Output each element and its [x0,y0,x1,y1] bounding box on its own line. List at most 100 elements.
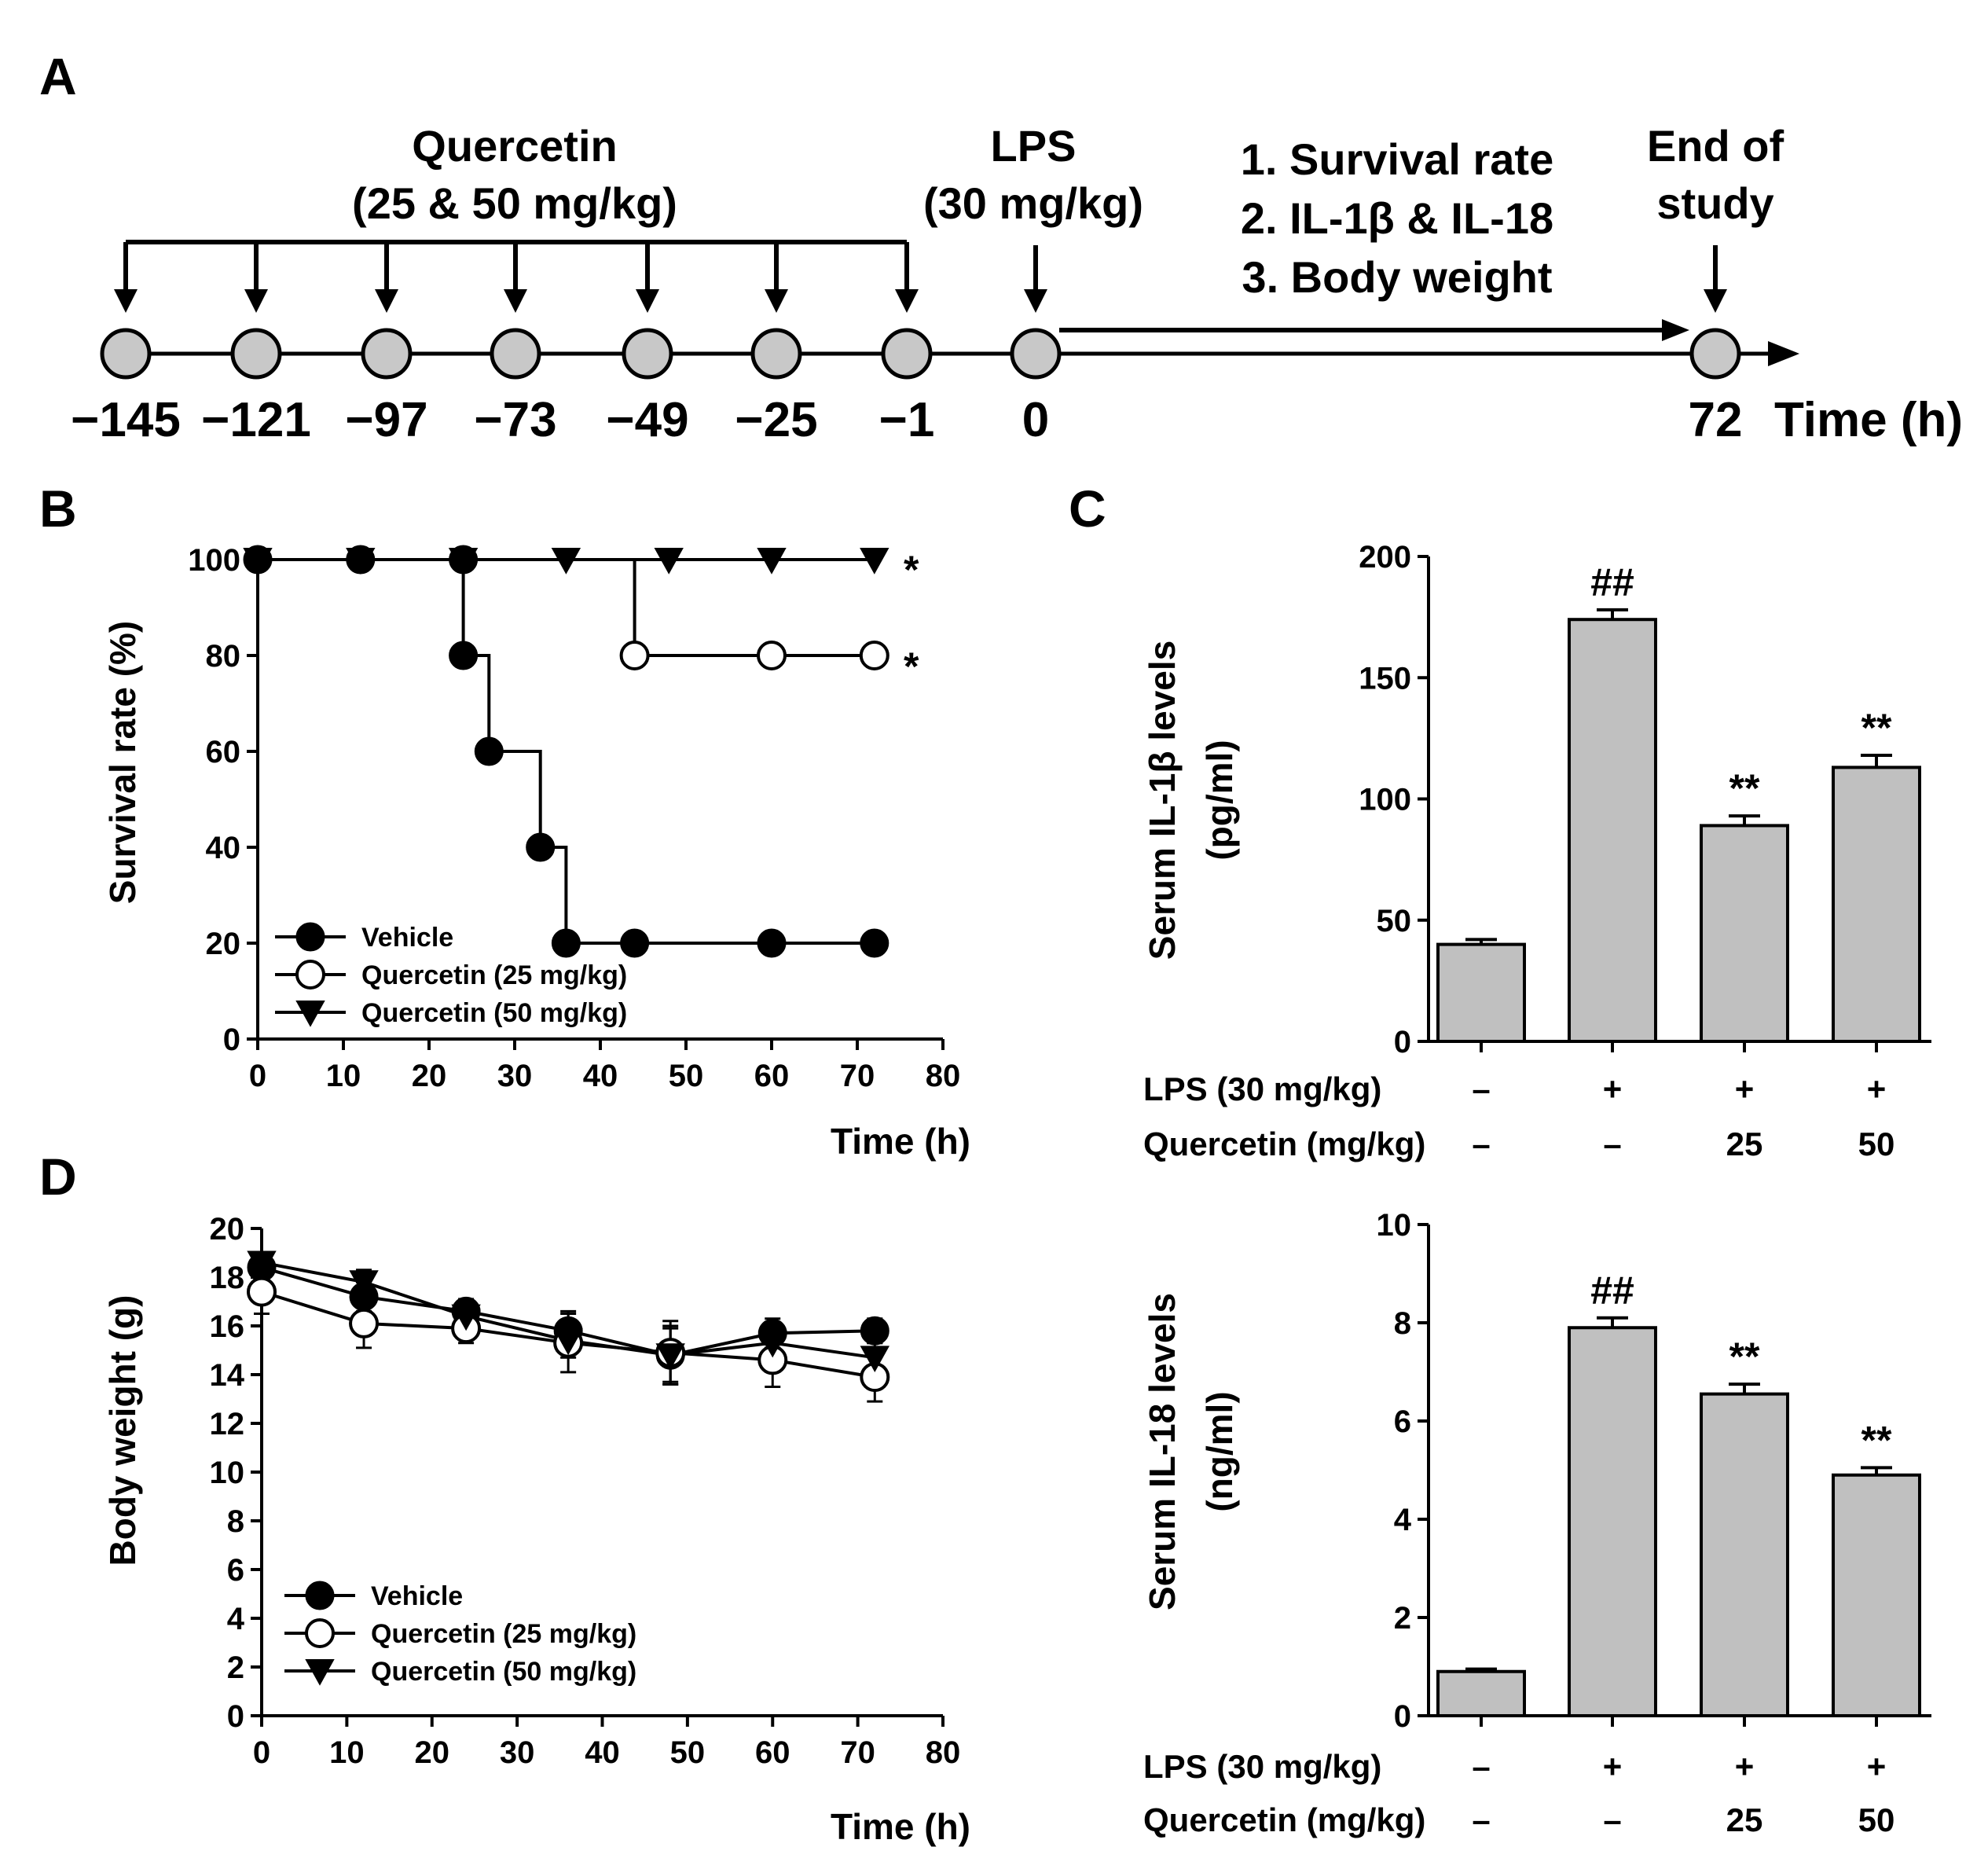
observation-arrow-head [1662,319,1689,341]
panel-letter-d: D [39,1147,77,1206]
timeline-node [230,328,282,380]
data-point [243,548,273,575]
il1b-y-axis-title-line1: Serum IL-1β levels [1142,641,1183,960]
x-tick-label: 60 [754,1059,790,1093]
survival-chart: 0 20 40 60 80 100 0 10 20 30 40 50 60 70 80 [188,543,960,1093]
data-point [551,928,581,958]
il18-row-lps-label: LPS (30 mg/kg) [1143,1748,1381,1785]
data-point [474,736,504,766]
data-point [449,641,479,670]
survival-legend-label: Quercetin (50 mg/kg) [361,998,627,1028]
x-tick-label: 40 [585,1735,620,1770]
data-point [247,1276,277,1307]
weight-x-axis-title: Time (h) [831,1806,970,1847]
timeline-node [622,328,673,380]
y-tick-label: 16 [210,1309,245,1344]
timeline-time-label: −145 [71,393,181,447]
quercetin-condition-value: 25 [1726,1125,1763,1162]
timeline-node [1010,328,1062,380]
data-point [551,548,581,575]
il18-condition-table: – – + – +25 +50 [1472,1748,1894,1838]
dose-arrow-head [504,289,527,313]
lps-condition-value: + [1867,1070,1887,1107]
survival-x-axis-title: Time (h) [831,1121,970,1162]
bar [1436,942,1526,1043]
lps-condition-value: + [1603,1070,1623,1107]
weight-legend: Vehicle Quercetin (25 mg/kg) Quercetin (50… [284,1581,636,1687]
dose-arrow-head [895,289,919,313]
timeline-node [1689,328,1741,380]
timeline-graphics: −145 −121 −97 −73 −49 −25 −1 0 72 [71,240,1799,447]
panel-letter-c: C [1069,479,1106,538]
survival-legend-label: Vehicle [361,923,453,953]
significance-label: ** [1729,1335,1760,1379]
timeline-node [361,328,413,380]
il1b-y-axis-title-line2: (pg/ml) [1199,740,1240,860]
y-tick-label: 12 [210,1407,245,1441]
y-tick-label: 200 [1359,540,1411,575]
quercetin-condition-value: 25 [1726,1801,1763,1838]
y-tick-label: 150 [1359,661,1411,696]
significance-label: ** [1729,766,1760,810]
outcome-2: 2. IL-1β & IL-18 [1241,193,1553,243]
y-tick-label: 20 [206,927,241,961]
y-tick-label: 10 [1377,1208,1412,1243]
il1b-row-lps-label: LPS (30 mg/kg) [1143,1070,1381,1107]
outcome-1: 1. Survival rate [1241,134,1553,184]
significance-label: ## [1590,560,1634,604]
dose-arrow-head [765,289,788,313]
weight-legend-label: Quercetin (50 mg/kg) [371,1657,636,1687]
timeline-node [750,328,802,380]
il1b-bar-chart: 0 50 100 150 200 ## ** ** [1359,540,1931,1059]
data-point [526,832,556,862]
quercetin-condition-value: 50 [1858,1801,1895,1838]
lps-dose: (30 mg/kg) [923,178,1143,228]
timeline-node [100,328,152,380]
data-point [553,1328,583,1356]
x-tick-label: 50 [669,1059,704,1093]
timeline-time-label: −97 [345,393,427,447]
quercetin-dose: (25 & 50 mg/kg) [352,178,677,228]
x-tick-label: 60 [755,1735,790,1770]
timeline-node [881,328,933,380]
x-tick-label: 20 [412,1059,447,1093]
y-tick-label: 0 [223,1023,240,1057]
timeline-time-label: 72 [1689,393,1743,447]
x-tick-label: 10 [326,1059,361,1093]
weight-chart: 0 2 4 6 8 10 12 14 16 18 20 0 10 20 30 40 50 60 70 80 [210,1212,961,1770]
end-arrow-head [1704,289,1727,313]
il18-y-axis-title-line1: Serum IL-18 levels [1142,1293,1183,1610]
legend-marker [305,1618,335,1648]
data-point [757,1331,787,1358]
legend-marker [295,1001,325,1027]
quercetin-condition-value: – [1603,1125,1621,1162]
x-tick-label: 0 [249,1059,266,1093]
il1b-row-quercetin-label: Quercetin (mg/kg) [1143,1125,1425,1162]
y-tick-label: 80 [206,639,241,674]
data-point [859,641,889,670]
y-tick-label: 2 [227,1651,244,1685]
timeline-time-label: −25 [735,393,817,447]
legend-marker [295,922,325,952]
y-tick-label: 10 [210,1456,245,1490]
quercetin-condition-value: – [1603,1801,1621,1838]
x-tick-label: 10 [329,1735,365,1770]
end-of-study-line2: study [1656,178,1773,228]
y-tick-label: 6 [1394,1405,1411,1439]
y-tick-label: 100 [1359,783,1411,817]
il18-row-quercetin-label: Quercetin (mg/kg) [1143,1801,1425,1838]
data-point [757,548,787,575]
bar [1832,766,1921,1044]
data-point [654,548,684,575]
y-tick-label: 0 [1394,1699,1411,1734]
y-tick-label: 20 [210,1212,245,1247]
lps-condition-value: – [1472,1748,1490,1785]
timeline-arrowhead [1768,341,1799,366]
bar [1832,1473,1921,1717]
y-tick-label: 4 [1394,1503,1412,1537]
y-tick-label: 18 [210,1261,245,1295]
y-tick-label: 60 [206,735,241,769]
panel-b-survival: B Survival rate (%) Time (h) 0 20 40 60 80 10… [39,479,970,1162]
lps-condition-value: + [1735,1070,1755,1107]
